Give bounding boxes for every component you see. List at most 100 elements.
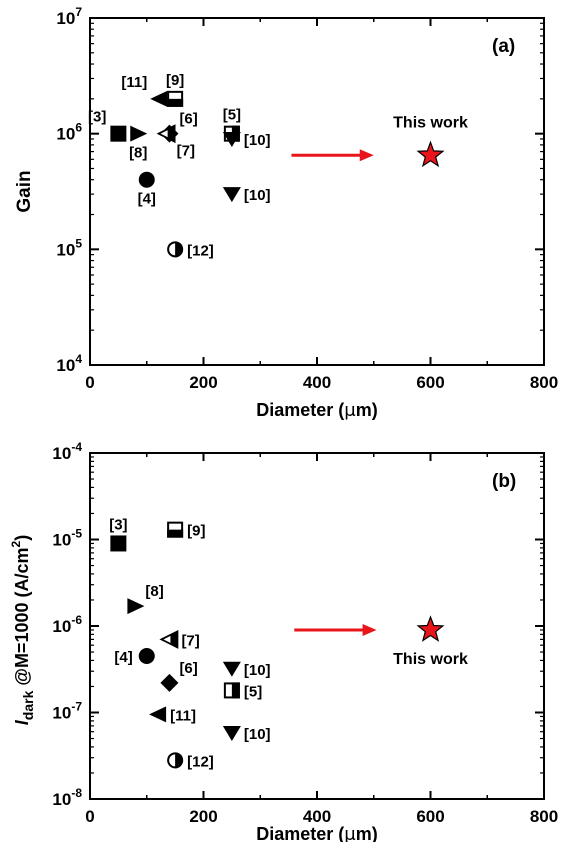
y-tick-exp: 7 xyxy=(75,5,82,19)
x-title-main: Diameter ( xyxy=(256,400,344,420)
point-marker-star xyxy=(416,615,445,642)
point-label: This work xyxy=(393,114,468,131)
point-label: [5] xyxy=(244,683,262,700)
x-tick-label: 0 xyxy=(85,807,94,826)
y-tick-exp: -7 xyxy=(71,700,82,714)
x-tick-label: 800 xyxy=(530,373,558,392)
x-title-end: m) xyxy=(356,824,378,842)
point-label: [6] xyxy=(179,660,197,677)
point-label: [7] xyxy=(181,632,199,649)
point-label: [3] xyxy=(109,516,127,533)
point-label: [8] xyxy=(145,583,163,600)
point-marker-square xyxy=(110,535,127,552)
y-title-close: ) xyxy=(12,535,32,541)
point-marker-square-half-right-fill xyxy=(231,682,240,699)
point-marker-triangle-down xyxy=(222,725,241,741)
y-axis-title: Idark @M=1000 (A/cm2) xyxy=(9,535,36,725)
point-marker-triangle-right xyxy=(130,125,148,142)
y-axis-title: Gain xyxy=(14,170,35,212)
y-tick-label: 10-7 xyxy=(52,700,82,723)
y-title-i: I xyxy=(12,719,32,725)
y-tick-base: 10 xyxy=(52,444,71,463)
point-marker-circle xyxy=(138,647,155,664)
x-tick-label: 200 xyxy=(189,807,217,826)
point-label: [12] xyxy=(187,242,214,259)
point-label: [3] xyxy=(88,109,106,126)
point-marker-triangle-left-half-fill xyxy=(167,125,175,142)
y-tick-exp: 4 xyxy=(75,352,82,366)
x-title-main: Diameter ( xyxy=(256,824,344,842)
y-tick-label: 10-6 xyxy=(52,613,82,636)
point-label: [12] xyxy=(187,753,214,770)
x-title-end: m) xyxy=(356,400,378,420)
y-tick-base: 10 xyxy=(56,9,75,28)
y-tick-label: 10-5 xyxy=(52,527,82,550)
y-tick-label: 10-4 xyxy=(52,440,82,463)
y-tick-exp: -5 xyxy=(71,527,82,541)
x-title-mu: μ xyxy=(344,824,356,842)
x-tick-label: 400 xyxy=(303,807,331,826)
y-tick-label: 104 xyxy=(56,352,82,375)
y-tick-base: 10 xyxy=(52,617,71,636)
point-marker-triangle-left xyxy=(149,706,167,723)
x-tick-label: 400 xyxy=(303,373,331,392)
y-title-rest: @M=1000 (A/cm xyxy=(12,547,32,690)
point-marker-triangle-down xyxy=(222,131,241,147)
y-tick-base: 10 xyxy=(56,240,75,259)
y-tick-label: 10-8 xyxy=(52,786,82,809)
panel-label: (a) xyxy=(492,36,515,57)
point-marker-square-half-top-fill xyxy=(167,98,184,107)
y-title-sup: 2 xyxy=(9,540,23,547)
point-label: [10] xyxy=(244,132,271,149)
point-marker-star xyxy=(416,140,445,168)
point-marker-triangle-left xyxy=(150,90,168,107)
chart-panel-b: 0 200 400 600 80010-810-710-610-510-4(b)Diam… xyxy=(9,440,558,845)
x-axis-title: Diameter (μm) xyxy=(256,400,377,421)
point-label: [8] xyxy=(129,145,147,162)
point-label: [5] xyxy=(223,107,241,124)
y-tick-label: 105 xyxy=(56,236,82,259)
plot-frame xyxy=(89,17,545,366)
point-marker-diamond xyxy=(160,673,179,692)
x-axis-title: Diameter (μm) xyxy=(256,824,377,842)
point-label: [10] xyxy=(244,726,271,743)
point-label: [10] xyxy=(244,662,271,679)
plot-frame xyxy=(89,452,545,800)
point-label: [7] xyxy=(177,143,195,160)
point-label: This work xyxy=(393,651,468,668)
point-label: [11] xyxy=(121,74,147,91)
point-label: [6] xyxy=(179,111,197,128)
y-tick-base: 10 xyxy=(52,704,71,723)
arrow-head xyxy=(362,623,377,636)
y-tick-base: 10 xyxy=(52,790,71,809)
y-tick-exp: 6 xyxy=(75,121,82,135)
y-tick-base: 10 xyxy=(56,125,75,144)
y-tick-exp: -6 xyxy=(71,613,82,627)
point-label: [4] xyxy=(114,649,132,666)
x-tick-label: 200 xyxy=(189,373,217,392)
x-tick-label: 600 xyxy=(416,807,444,826)
point-marker-square-half-top-fill xyxy=(167,529,184,538)
x-tick-label: 0 xyxy=(85,373,94,392)
point-label: [9] xyxy=(187,523,205,540)
x-title-mu: μ xyxy=(344,400,356,421)
y-tick-label: 106 xyxy=(56,121,82,144)
y-tick-base: 10 xyxy=(52,531,71,550)
y-tick-label: 107 xyxy=(56,5,82,28)
point-label: [4] xyxy=(138,191,156,208)
y-title-sub: dark xyxy=(20,690,36,720)
y-tick-exp: -4 xyxy=(71,440,82,454)
x-tick-label: 600 xyxy=(416,373,444,392)
point-marker-triangle-down xyxy=(222,661,241,677)
point-marker-triangle-down xyxy=(222,187,241,203)
point-marker-square xyxy=(110,125,127,142)
y-tick-exp: 5 xyxy=(75,236,82,250)
y-tick-base: 10 xyxy=(56,356,75,375)
point-marker-circle-half-right-fill xyxy=(175,752,184,769)
y-tick-exp: -8 xyxy=(71,786,82,800)
point-marker-triangle-left-half-fill xyxy=(170,631,178,648)
point-label: [11] xyxy=(170,707,196,724)
